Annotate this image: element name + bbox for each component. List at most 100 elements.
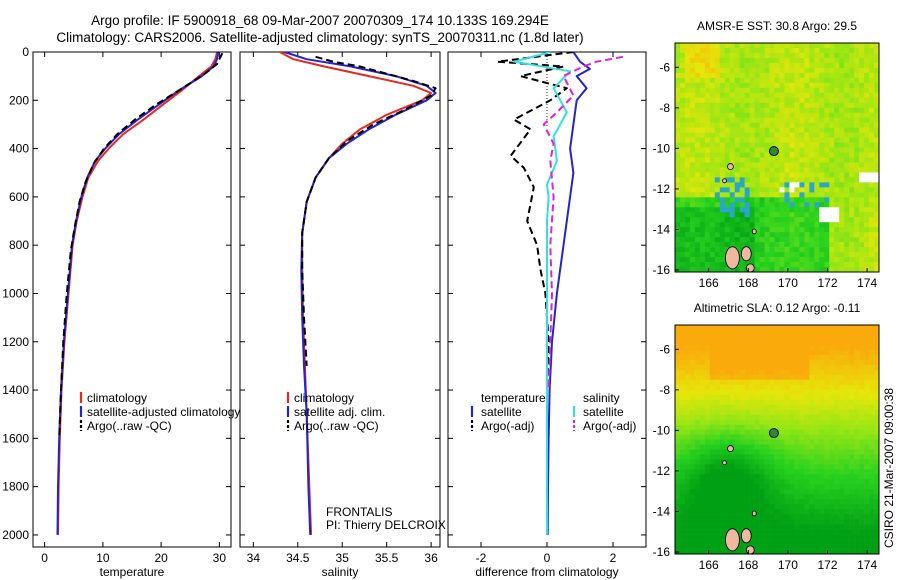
map-cell (749, 197, 755, 203)
map-cell (689, 334, 696, 341)
map-cell (864, 187, 870, 193)
map-cell (749, 449, 755, 455)
map-cell (824, 142, 830, 148)
map-cell (819, 77, 825, 84)
map-cell (734, 147, 740, 153)
map-cell (854, 529, 860, 535)
map-cell (799, 509, 805, 515)
map-cell (874, 142, 880, 148)
map-cell (794, 414, 800, 420)
map-cell (709, 329, 716, 336)
map-cell (689, 384, 696, 391)
map-cell (834, 325, 840, 331)
map-cell (819, 354, 825, 361)
map-cell (824, 469, 830, 475)
map-cell (824, 147, 830, 153)
map-cell (779, 429, 785, 435)
map-cell (679, 544, 686, 550)
map-cell (784, 182, 790, 188)
map-cell (784, 142, 790, 148)
map-cell (719, 334, 726, 341)
map-cell (724, 92, 731, 99)
map-cell (874, 43, 880, 49)
map-cell (754, 509, 760, 515)
map-cell (714, 534, 721, 540)
map-cell (874, 127, 880, 133)
map-cell (709, 162, 716, 168)
map-cell (849, 409, 855, 415)
map-cell (794, 404, 800, 410)
map-cell (804, 237, 810, 243)
map-cell (694, 77, 701, 84)
map-cell (734, 87, 740, 94)
map-cell (809, 47, 815, 54)
map-cell (719, 242, 726, 248)
map-cell (759, 499, 765, 505)
map-cell (794, 187, 800, 193)
map-cell (854, 102, 860, 109)
map-cell (679, 222, 686, 228)
map-cell (675, 454, 681, 460)
map-cell (749, 329, 755, 336)
map-cell (789, 494, 795, 500)
map-cell (679, 399, 686, 405)
map-cell (724, 334, 731, 341)
map-cell (874, 364, 880, 371)
map-cell (759, 197, 765, 203)
map-cell (694, 339, 701, 346)
map-cell (829, 222, 835, 228)
map-cell (794, 354, 800, 361)
map-cell (814, 267, 820, 273)
map-cell (724, 414, 731, 420)
map-cell (699, 434, 706, 440)
map-cell (689, 92, 696, 99)
map-cell (744, 177, 750, 183)
map-cell (804, 252, 810, 258)
map-cell (799, 162, 805, 168)
map-cell (854, 252, 860, 258)
map-cell (744, 222, 750, 228)
map-cell (819, 384, 825, 391)
map-cell (675, 157, 681, 163)
map-cell (704, 142, 711, 148)
map-cell (734, 107, 740, 113)
map-cell (799, 72, 805, 79)
y-tick-label: 600 (9, 190, 29, 204)
map-cell (779, 117, 785, 123)
map-cell (675, 207, 681, 213)
map-cell (689, 62, 696, 69)
map-cell (769, 325, 775, 331)
map-cell (829, 242, 835, 248)
map-cell (829, 217, 835, 223)
map-cell (809, 182, 815, 188)
map-cell (769, 192, 775, 198)
map-cell (749, 359, 755, 366)
map-cell (699, 504, 706, 510)
map-cell (729, 122, 736, 128)
map-cell (864, 152, 870, 158)
map-cell (804, 369, 810, 376)
map-cell (749, 252, 755, 258)
map-cell (724, 424, 731, 430)
map-cell (784, 464, 790, 470)
map-cell (719, 394, 726, 400)
map-cell (774, 539, 780, 545)
map-cell (789, 47, 795, 54)
map-cell (729, 132, 736, 138)
map-cell (774, 519, 780, 525)
map-cell (789, 394, 795, 400)
map-cell (734, 399, 740, 405)
map-cell (829, 232, 835, 238)
map-cell (744, 514, 750, 520)
map-cell (744, 152, 750, 158)
map-cell (729, 202, 736, 208)
map-cell (859, 459, 865, 465)
map-cell (709, 232, 716, 238)
map-cell (704, 524, 711, 530)
map-cell (869, 509, 875, 515)
map-cell (754, 339, 760, 346)
map-cell (864, 439, 870, 445)
map-cell (744, 509, 750, 515)
map-cell (714, 359, 721, 366)
map-cell (859, 87, 865, 94)
